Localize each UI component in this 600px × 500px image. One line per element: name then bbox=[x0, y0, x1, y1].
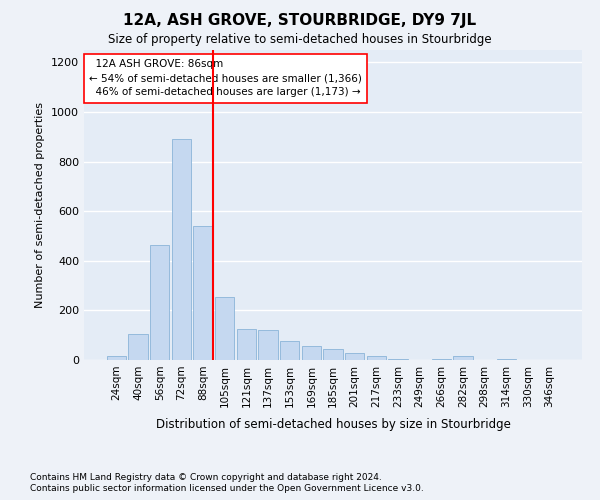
Bar bbox=[431, 359, 451, 360]
Bar bbox=[323, 349, 343, 360]
Bar bbox=[497, 359, 516, 360]
Text: Contains public sector information licensed under the Open Government Licence v3: Contains public sector information licen… bbox=[30, 484, 424, 493]
Bar bbox=[388, 359, 408, 360]
Bar bbox=[107, 356, 126, 360]
Text: Size of property relative to semi-detached houses in Stourbridge: Size of property relative to semi-detach… bbox=[108, 32, 492, 46]
X-axis label: Distribution of semi-detached houses by size in Stourbridge: Distribution of semi-detached houses by … bbox=[155, 418, 511, 431]
Bar bbox=[453, 356, 473, 360]
Bar bbox=[367, 356, 386, 360]
Bar bbox=[193, 226, 213, 360]
Bar bbox=[215, 297, 235, 360]
Bar bbox=[128, 334, 148, 360]
Bar bbox=[280, 342, 299, 360]
Text: 12A ASH GROVE: 86sqm
← 54% of semi-detached houses are smaller (1,366)
  46% of : 12A ASH GROVE: 86sqm ← 54% of semi-detac… bbox=[89, 60, 362, 98]
Bar bbox=[345, 352, 364, 360]
Bar bbox=[236, 329, 256, 360]
Y-axis label: Number of semi-detached properties: Number of semi-detached properties bbox=[35, 102, 46, 308]
Bar bbox=[258, 330, 278, 360]
Bar bbox=[302, 346, 321, 360]
Bar bbox=[172, 140, 191, 360]
Bar bbox=[150, 244, 169, 360]
Text: 12A, ASH GROVE, STOURBRIDGE, DY9 7JL: 12A, ASH GROVE, STOURBRIDGE, DY9 7JL bbox=[124, 12, 476, 28]
Text: Contains HM Land Registry data © Crown copyright and database right 2024.: Contains HM Land Registry data © Crown c… bbox=[30, 472, 382, 482]
